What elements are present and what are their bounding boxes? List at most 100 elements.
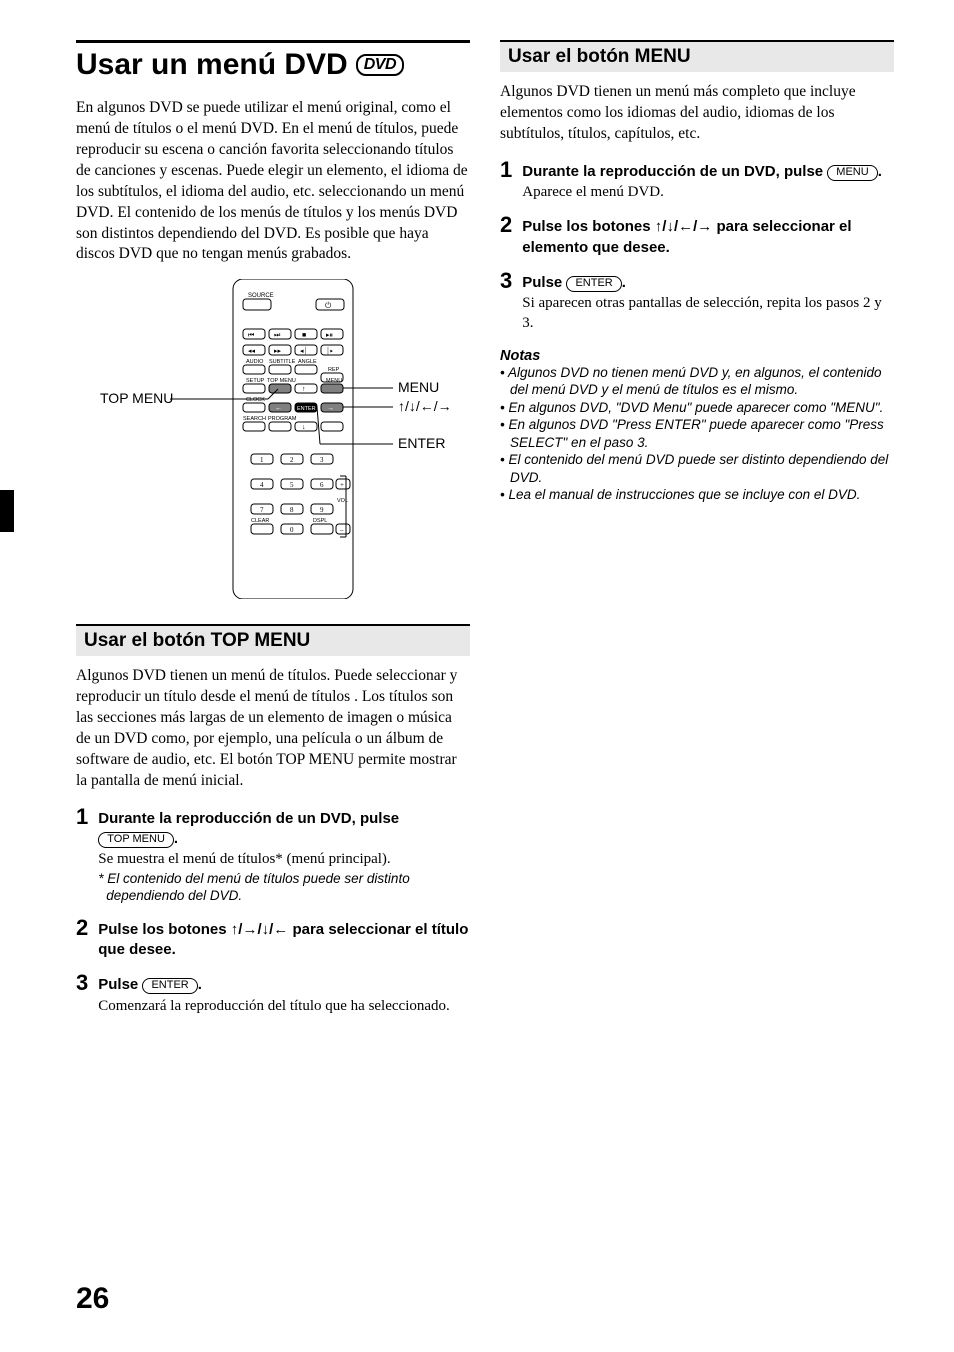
callout-menu: MENU xyxy=(398,379,439,395)
svg-text:–: – xyxy=(339,526,344,534)
top-menu-pill: TOP MENU xyxy=(98,832,174,848)
enter-pill: ENTER xyxy=(142,978,197,994)
svg-text:CLEAR: CLEAR xyxy=(251,518,269,524)
svg-text:→: → xyxy=(327,404,334,412)
page-tab-marker xyxy=(0,490,14,532)
svg-text:3: 3 xyxy=(320,456,324,464)
step-body: Pulse ENTER. Comenzará la reproducción d… xyxy=(98,972,470,1016)
step-body: Pulse los botones ↑/→/↓/← para seleccion… xyxy=(98,917,470,961)
svg-text:⏮: ⏮ xyxy=(248,331,254,339)
svg-text:0: 0 xyxy=(290,526,294,534)
step-3-top: 3 Pulse ENTER. Comenzará la reproducción… xyxy=(76,972,470,1016)
svg-text:9: 9 xyxy=(320,506,324,514)
remote-illustration: SOURCE ⏻ ⏮ ⏭ ■ ▸⏸ ◂◂ ▸▸ ◂⏐ ⏐▸ AUDIO SUBT… xyxy=(76,279,470,604)
step-number: 1 xyxy=(500,159,512,181)
callout-top-menu: TOP MENU xyxy=(100,390,173,406)
step-number: 3 xyxy=(500,270,512,292)
step-2-menu: 2 Pulse los botones ↑/↓/←/→ para selecci… xyxy=(500,214,894,258)
enter-pill: ENTER xyxy=(566,276,621,292)
step-number: 2 xyxy=(500,214,512,236)
svg-text:REP: REP xyxy=(328,367,340,373)
page-number: 26 xyxy=(76,1282,109,1316)
callout-enter: ENTER xyxy=(398,435,445,451)
step-body: Pulse los botones ↑/↓/←/→ para seleccion… xyxy=(522,214,894,258)
dvd-badge-icon: DVD xyxy=(356,54,404,76)
note-item: Lea el manual de instrucciones que se in… xyxy=(500,486,894,504)
svg-text:SUBTITLE: SUBTITLE xyxy=(269,359,296,365)
svg-text:ANGLE: ANGLE xyxy=(298,359,317,365)
step-bold: Pulse xyxy=(98,976,142,993)
svg-text:CLOCK: CLOCK xyxy=(246,397,265,403)
note-item: En algunos DVD, "DVD Menu" puede aparece… xyxy=(500,399,894,417)
step-bold: Durante la reproducción de un DVD, pulse xyxy=(98,810,399,827)
svg-text:1: 1 xyxy=(260,456,264,464)
svg-text:2: 2 xyxy=(290,456,294,464)
step-bold-a: Pulse los botones xyxy=(522,218,655,235)
svg-text:SETUP: SETUP xyxy=(246,378,265,384)
menu-pill: MENU xyxy=(827,165,877,181)
step-text: Comenzará la reproducción del título que… xyxy=(98,998,450,1014)
intro-paragraph: En algunos DVD se puede utilizar el menú… xyxy=(76,98,470,265)
section-header-top-menu: Usar el botón TOP MENU xyxy=(76,624,470,656)
step-number: 3 xyxy=(76,972,88,994)
step-body: Pulse ENTER. Si aparecen otras pantallas… xyxy=(522,270,894,334)
two-column-layout: Usar un menú DVD DVD En algunos DVD se p… xyxy=(76,40,894,1028)
notes-header: Notas xyxy=(500,348,894,364)
arrow-glyphs: ↑/→/↓/← xyxy=(231,921,289,938)
step-text: Se muestra el menú de títulos* (menú pri… xyxy=(98,851,390,867)
step-text: Si aparecen otras pantallas de selección… xyxy=(522,295,881,331)
step-2-top: 2 Pulse los botones ↑/→/↓/← para selecci… xyxy=(76,917,470,961)
step-number: 2 xyxy=(76,917,88,939)
section-header-menu: Usar el botón MENU xyxy=(500,40,894,72)
svg-text:ENTER: ENTER xyxy=(297,406,316,412)
svg-text:8: 8 xyxy=(290,506,294,514)
svg-text:↓: ↓ xyxy=(302,423,306,431)
svg-text:DSPL: DSPL xyxy=(313,518,327,524)
svg-text:■: ■ xyxy=(302,331,306,339)
svg-text:TOP MENU: TOP MENU xyxy=(267,378,296,384)
step-1-top: 1 Durante la reproducción de un DVD, pul… xyxy=(76,806,470,905)
step-text: Aparece el menú DVD. xyxy=(522,184,664,200)
note-item: Algunos DVD no tienen menú DVD y, en alg… xyxy=(500,364,894,399)
svg-text:PROGRAM: PROGRAM xyxy=(268,416,297,422)
svg-text:AUDIO: AUDIO xyxy=(246,359,264,365)
svg-text:◂◂: ◂◂ xyxy=(248,347,256,355)
svg-text:+: + xyxy=(340,481,344,489)
svg-text:⏭: ⏭ xyxy=(274,331,281,339)
callout-arrows: ↑/↓/←/→ xyxy=(398,398,452,414)
left-column: Usar un menú DVD DVD En algunos DVD se p… xyxy=(76,40,470,1028)
notes-list: Algunos DVD no tienen menú DVD y, en alg… xyxy=(500,364,894,504)
title-text: Usar un menú DVD xyxy=(76,48,348,82)
svg-text:7: 7 xyxy=(260,506,264,514)
svg-text:SEARCH: SEARCH xyxy=(243,416,266,422)
step-bold: Durante la reproducción de un DVD, pulse xyxy=(522,163,827,180)
svg-text:◂⏐: ◂⏐ xyxy=(300,346,307,355)
svg-text:←: ← xyxy=(275,404,282,412)
title-divider xyxy=(76,40,470,43)
arrow-glyphs: ↑/↓/←/→ xyxy=(655,218,713,235)
svg-text:6: 6 xyxy=(320,481,324,489)
svg-text:⏐▸: ⏐▸ xyxy=(326,346,333,355)
note-item: El contenido del menú DVD puede ser dist… xyxy=(500,451,894,486)
step-footnote: * El contenido del menú de títulos puede… xyxy=(106,870,470,905)
step-bold: Pulse xyxy=(522,274,566,291)
svg-text:↑: ↑ xyxy=(302,385,306,393)
step-bold-a: Pulse los botones xyxy=(98,921,231,938)
svg-text:5: 5 xyxy=(290,481,294,489)
svg-text:▸▸: ▸▸ xyxy=(274,347,282,355)
section-top-intro: Algunos DVD tienen un menú de títulos. P… xyxy=(76,666,470,792)
step-3-menu: 3 Pulse ENTER. Si aparecen otras pantall… xyxy=(500,270,894,334)
note-item: En algunos DVD "Press ENTER" puede apare… xyxy=(500,416,894,451)
step-body: Durante la reproducción de un DVD, pulse… xyxy=(98,806,470,905)
step-body: Durante la reproducción de un DVD, pulse… xyxy=(522,159,894,203)
svg-text:⏻: ⏻ xyxy=(325,301,332,310)
step-number: 1 xyxy=(76,806,88,828)
section-menu-intro: Algunos DVD tienen un menú más completo … xyxy=(500,82,894,145)
label-source: SOURCE xyxy=(248,293,274,299)
step-1-menu: 1 Durante la reproducción de un DVD, pul… xyxy=(500,159,894,203)
svg-text:MENU: MENU xyxy=(326,378,342,384)
right-column: Usar el botón MENU Algunos DVD tienen un… xyxy=(500,40,894,1028)
svg-text:▸⏸: ▸⏸ xyxy=(326,331,333,339)
page-title: Usar un menú DVD DVD xyxy=(76,48,404,82)
svg-text:4: 4 xyxy=(260,481,264,489)
